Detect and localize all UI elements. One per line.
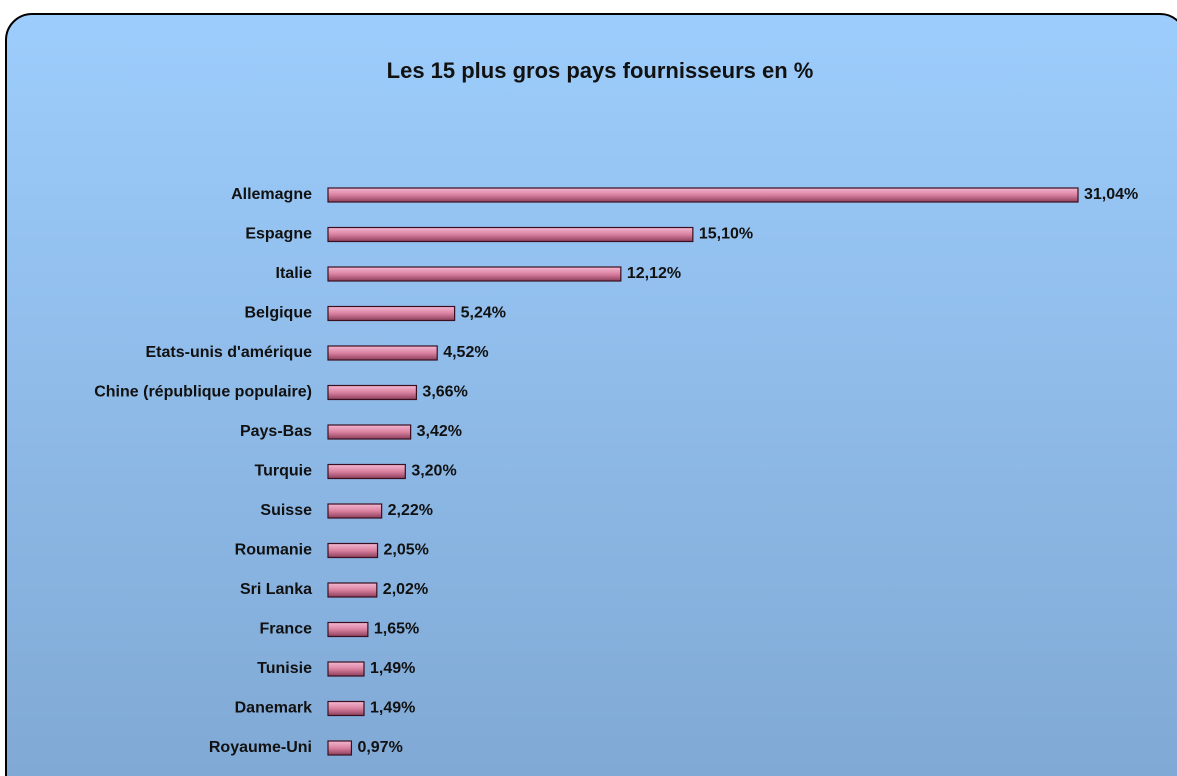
- bar: [327, 661, 365, 677]
- value-label: 1,49%: [370, 700, 415, 717]
- category-label: Tunisie: [257, 660, 312, 677]
- category-label: Danemark: [235, 700, 312, 717]
- bar: [327, 187, 1079, 203]
- bar: [327, 700, 365, 717]
- bar: [327, 463, 406, 480]
- value-label: 2,22%: [388, 502, 433, 519]
- value-label: 0,97%: [357, 739, 402, 756]
- chart-area: [5, 13, 1177, 776]
- value-label: 31,04%: [1084, 186, 1138, 203]
- category-label: Suisse: [260, 502, 312, 519]
- bar: [327, 305, 456, 322]
- value-label: 2,02%: [383, 581, 428, 598]
- category-label: Turquie: [255, 463, 313, 480]
- bar: [327, 582, 378, 598]
- category-label: Chine (république populaire): [94, 384, 312, 401]
- chart-title: Les 15 plus gros pays fournisseurs en %: [387, 58, 814, 83]
- category-label: Belgique: [244, 305, 312, 322]
- category-label: Etats-unis d'amérique: [145, 344, 312, 361]
- category-label: Allemagne: [231, 186, 312, 203]
- category-label: Espagne: [245, 226, 312, 243]
- value-label: 12,12%: [627, 265, 681, 282]
- category-label: France: [260, 621, 313, 638]
- value-label: 1,65%: [374, 621, 419, 638]
- category-label: Italie: [276, 265, 313, 282]
- category-label: Pays-Bas: [240, 423, 312, 440]
- bar: [327, 384, 418, 401]
- value-label: 3,66%: [422, 384, 467, 401]
- category-label: Sri Lanka: [240, 581, 312, 598]
- value-label: 3,20%: [411, 463, 456, 480]
- bar: [327, 345, 438, 361]
- value-label: 4,52%: [443, 344, 488, 361]
- category-label: Royaume-Uni: [209, 739, 312, 756]
- bar: [327, 621, 369, 638]
- bar: [327, 424, 412, 440]
- bar: [327, 503, 383, 519]
- value-label: 15,10%: [699, 226, 753, 243]
- value-label: 5,24%: [461, 305, 506, 322]
- value-label: 1,49%: [370, 660, 415, 677]
- value-label: 2,05%: [384, 542, 429, 559]
- category-label: Roumanie: [235, 542, 312, 559]
- bar: [327, 542, 379, 559]
- bar: [327, 226, 694, 243]
- bar: [327, 266, 622, 282]
- bar: [327, 740, 353, 756]
- value-label: 3,42%: [417, 423, 462, 440]
